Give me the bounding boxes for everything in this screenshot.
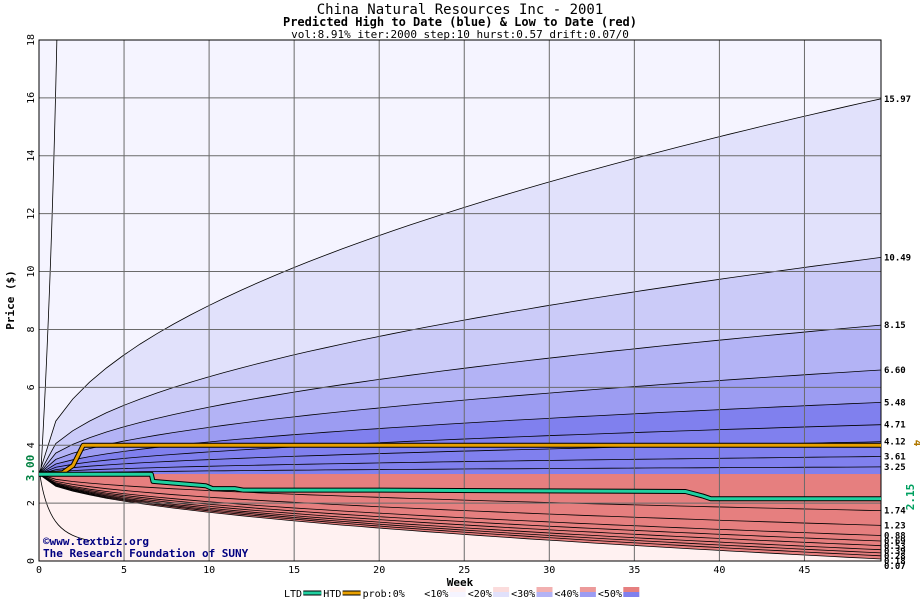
legend-box-bottom-7 (623, 592, 640, 597)
label-high-15.97: 15.97 (884, 95, 911, 105)
percentile-curves (38, 39, 882, 560)
high-curve-4.71 (38, 424, 882, 475)
axis-ticks: 0 5 10 15 20 25 30 35 40 45 0 2 4 6 8 10 12 14 16 18 (26, 34, 810, 576)
label-low-0.07: 0.07 (884, 562, 906, 572)
legend-box-bottom-2 (406, 592, 423, 597)
legend-box-top-5 (536, 587, 553, 592)
legend-label-7: <50% (598, 589, 622, 600)
low-band-9 (39, 474, 881, 559)
y-tick-10: 10 (26, 266, 37, 278)
x-tick-35: 35 (628, 565, 640, 576)
chart-parameters: vol:8.91% iter:2000 step:10 hurst:0.57 d… (291, 28, 629, 41)
high-curve-15.97 (38, 98, 882, 475)
high-curve-3.61 (38, 456, 882, 475)
label-high-8.15: 8.15 (884, 321, 906, 331)
label-low-0.88: 0.88 (884, 532, 906, 542)
x-tick-15: 15 (288, 565, 300, 576)
low-curve-0.39 (38, 473, 882, 551)
x-tick-0: 0 (36, 565, 42, 576)
legend-box-bottom-3 (449, 592, 466, 597)
legend-label-3: <10% (424, 589, 448, 600)
legend-label-1: HTD (323, 589, 341, 600)
legend-label-5: <30% (511, 589, 535, 600)
low-curve-extreme (39, 474, 91, 542)
y-axis-label: Price ($) (4, 270, 17, 330)
credit-site: ©www.textbiz.org (43, 535, 149, 548)
x-tick-5: 5 (121, 565, 127, 576)
high-curve-10.49 (38, 257, 882, 475)
label-high-10.49: 10.49 (884, 253, 911, 263)
x-axis-label: Week (447, 576, 474, 589)
low-curve-0.18 (38, 473, 882, 557)
legend-box-top-3 (449, 587, 466, 592)
ltd-end-label: 2.15 (904, 484, 917, 511)
label-low-0.18: 0.18 (884, 557, 906, 567)
chart-title: China Natural Resources Inc - 2001 (316, 2, 604, 18)
legend-box-top-7 (623, 587, 640, 592)
high-band-9 (39, 466, 881, 475)
x-tick-45: 45 (798, 565, 810, 576)
legend: LTD HTD prob:0% <10% <20% <30% <40% <50% (284, 587, 640, 600)
htd-end-label: 4 (911, 440, 920, 447)
chart-subtitle: Predicted High to Date (blue) & Low to D… (282, 15, 637, 29)
credit-org: The Research Foundation of SUNY (43, 547, 249, 560)
plot-frame (38, 39, 882, 562)
label-high-4.71: 4.71 (884, 421, 906, 431)
label-high-4.12: 4.12 (884, 438, 906, 448)
low-curve-0.07 (38, 473, 882, 560)
high-curve-3.25 (38, 466, 882, 475)
series-lines (38, 442, 881, 502)
label-low-0.53: 0.53 (884, 542, 906, 552)
low-curve-0.28 (38, 473, 882, 554)
label-low-0.28: 0.28 (884, 552, 906, 562)
legend-box-top-6 (579, 587, 596, 592)
y-tick-14: 14 (26, 150, 37, 162)
legend-box-bottom-6 (579, 592, 596, 597)
label-high-5.48: 5.48 (884, 398, 906, 408)
y-tick-0: 0 (26, 558, 37, 564)
high-curve-extreme (40, 39, 58, 475)
legend-label-2: prob:0% (363, 589, 405, 600)
y-tick-6: 6 (26, 384, 37, 390)
series-line-ltd (39, 472, 881, 501)
percentile-labels: 15.97 10.49 8.15 6.60 5.48 4.71 4.12 3.613.25 1.… (884, 95, 911, 572)
legend-box-top-4 (493, 587, 510, 592)
y-tick-2: 2 (26, 500, 37, 506)
legend-label-4: <20% (468, 589, 492, 600)
y-tick-18: 18 (26, 34, 37, 46)
legend-label-6: <40% (555, 589, 579, 600)
y-tick-12: 12 (26, 208, 37, 220)
label-low-0.69: 0.69 (884, 537, 906, 547)
y-tick-4: 4 (26, 442, 37, 448)
low-curve-0.88 (38, 473, 882, 536)
low-curve-1.23 (38, 473, 882, 526)
label-low-1.23: 1.23 (884, 521, 906, 531)
label-low-0.39: 0.39 (884, 547, 906, 557)
x-tick-10: 10 (203, 565, 215, 576)
low-curve-0.69 (38, 473, 882, 542)
low-curve-1.74 (38, 473, 882, 511)
legend-label-0: LTD (284, 589, 302, 600)
high-curve-6.60 (38, 369, 882, 475)
legend-box-top-2 (406, 587, 423, 592)
y-tick-16: 16 (26, 92, 37, 104)
x-tick-20: 20 (373, 565, 385, 576)
start-price-label: 3.00 (24, 455, 37, 482)
x-tick-25: 25 (458, 565, 470, 576)
label-high-6.60: 6.60 (884, 366, 906, 376)
label-high-3.61: 3.61 (884, 453, 906, 463)
label-high-3.25: 3.25 (884, 463, 906, 473)
legend-box-bottom-4 (493, 592, 510, 597)
x-tick-30: 30 (543, 565, 555, 576)
y-tick-8: 8 (26, 326, 37, 332)
legend-box-bottom-5 (536, 592, 553, 597)
x-tick-40: 40 (713, 565, 725, 576)
high-curve-8.15 (38, 324, 882, 475)
label-low-1.74: 1.74 (884, 507, 906, 517)
